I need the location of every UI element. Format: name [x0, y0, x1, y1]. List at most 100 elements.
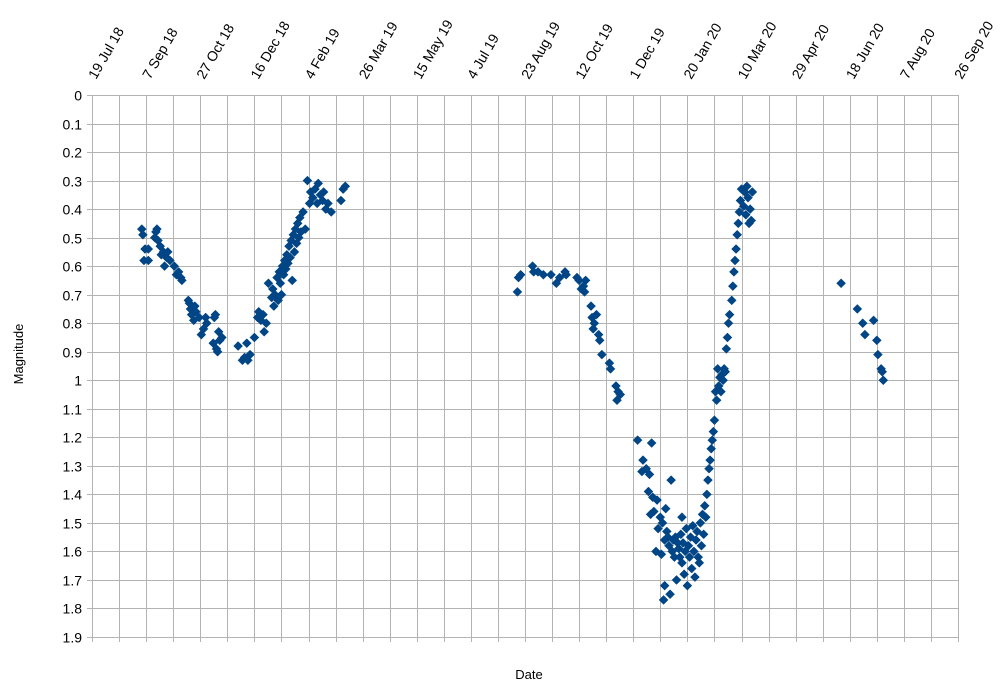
- data-point: [868, 315, 879, 326]
- data-point: [326, 207, 337, 217]
- data-point: [730, 255, 740, 266]
- data-point: [677, 512, 687, 523]
- data-point: [546, 269, 556, 280]
- data-point: [176, 275, 187, 286]
- data-point: [586, 301, 596, 311]
- data-point: [241, 338, 252, 349]
- data-point: [733, 218, 744, 229]
- x-tick-label: 26 Mar 19: [355, 19, 400, 82]
- data-point: [285, 252, 295, 263]
- data-point: [732, 229, 743, 240]
- data-point: [852, 304, 863, 314]
- data-point: [143, 244, 154, 254]
- y-tick-label: 1.8: [63, 601, 83, 617]
- data-point: [671, 575, 682, 585]
- data-point: [258, 309, 268, 320]
- y-tick-label: 0.3: [63, 174, 83, 190]
- y-tick-label: 0.4: [63, 202, 83, 218]
- data-point: [691, 535, 701, 545]
- y-axis-title: Magnitude: [11, 324, 26, 385]
- data-point: [706, 443, 717, 454]
- data-point: [695, 518, 706, 528]
- data-point: [726, 295, 737, 306]
- y-tick-label: 0.6: [63, 259, 83, 275]
- data-point: [307, 192, 318, 203]
- data-point: [704, 463, 714, 474]
- data-point: [259, 326, 269, 337]
- data-point: [686, 563, 697, 574]
- data-point: [696, 540, 707, 551]
- data-point: [721, 344, 732, 354]
- y-tick-label: 1.4: [63, 487, 83, 503]
- data-point: [538, 269, 549, 280]
- data-point: [323, 198, 333, 209]
- data-point: [653, 523, 664, 534]
- data-point: [665, 589, 675, 600]
- y-tick-label: 1.3: [63, 459, 83, 475]
- data-point: [512, 286, 523, 297]
- x-tick-label: 1 Dec 19: [626, 25, 668, 82]
- data-point: [245, 349, 255, 360]
- data-point: [152, 224, 162, 234]
- data-point: [162, 247, 173, 257]
- data-points: [136, 175, 889, 605]
- y-tick-label: 0.9: [63, 345, 83, 361]
- data-point: [666, 475, 676, 485]
- x-axis-title: Date: [515, 667, 542, 680]
- data-point: [217, 332, 227, 343]
- x-tick-label: 7 Aug 20: [897, 25, 939, 81]
- data-point: [723, 318, 734, 329]
- y-tick-label: 1.7: [63, 573, 83, 589]
- x-tick-label: 7 Sep 18: [139, 25, 181, 82]
- data-point: [561, 269, 571, 280]
- data-point: [313, 178, 324, 189]
- data-point: [233, 341, 243, 351]
- data-point: [169, 261, 180, 272]
- data-point: [720, 366, 731, 377]
- x-tick-label: 26 Sep 20: [951, 18, 997, 81]
- axes: [87, 95, 958, 642]
- y-tick-label: 1: [74, 373, 82, 389]
- y-tick-label: 0.5: [63, 231, 83, 247]
- x-tick-label: 4 Feb 19: [301, 25, 343, 81]
- data-point: [300, 224, 311, 234]
- data-point: [652, 495, 662, 505]
- data-point: [727, 281, 738, 291]
- y-tick-label: 0.7: [63, 288, 83, 304]
- data-point: [594, 335, 605, 346]
- data-point: [743, 192, 753, 203]
- data-point: [159, 261, 170, 272]
- x-tick-label: 29 Apr 20: [788, 21, 832, 81]
- data-point: [275, 278, 286, 289]
- data-point: [212, 346, 223, 357]
- data-point: [589, 318, 600, 329]
- y-tick-labels: 0 0.1 0.2 0.3 0.4 0.5 0.6 0.7 0.8 0.9 1 1.1 1.2 1.3 1.…: [63, 88, 83, 646]
- data-point: [677, 557, 687, 568]
- data-point: [318, 187, 329, 197]
- x-tick-label: 12 Oct 19: [572, 21, 616, 82]
- data-point: [873, 349, 883, 360]
- data-point: [643, 486, 654, 497]
- data-point: [718, 375, 728, 386]
- data-point: [729, 267, 739, 277]
- data-point: [877, 366, 888, 377]
- data-point: [659, 580, 670, 591]
- data-point: [515, 269, 526, 280]
- data-point: [574, 275, 584, 286]
- data-point: [703, 475, 713, 485]
- data-point: [210, 309, 221, 320]
- data-point: [648, 506, 659, 517]
- data-point: [707, 435, 718, 446]
- data-point: [742, 181, 752, 192]
- x-tick-label: 15 May 19: [409, 17, 456, 82]
- data-point: [605, 363, 616, 374]
- data-point: [638, 455, 648, 465]
- y-tick-label: 1.6: [63, 544, 83, 560]
- data-point: [722, 332, 733, 343]
- x-tick-labels: 19 Jul 18 7 Sep 18 27 Oct 18 16 Dec 18 4 Feb…: [85, 17, 997, 82]
- x-tick-label: 18 Jun 20: [842, 20, 887, 81]
- data-point: [579, 286, 590, 297]
- data-point: [676, 529, 686, 540]
